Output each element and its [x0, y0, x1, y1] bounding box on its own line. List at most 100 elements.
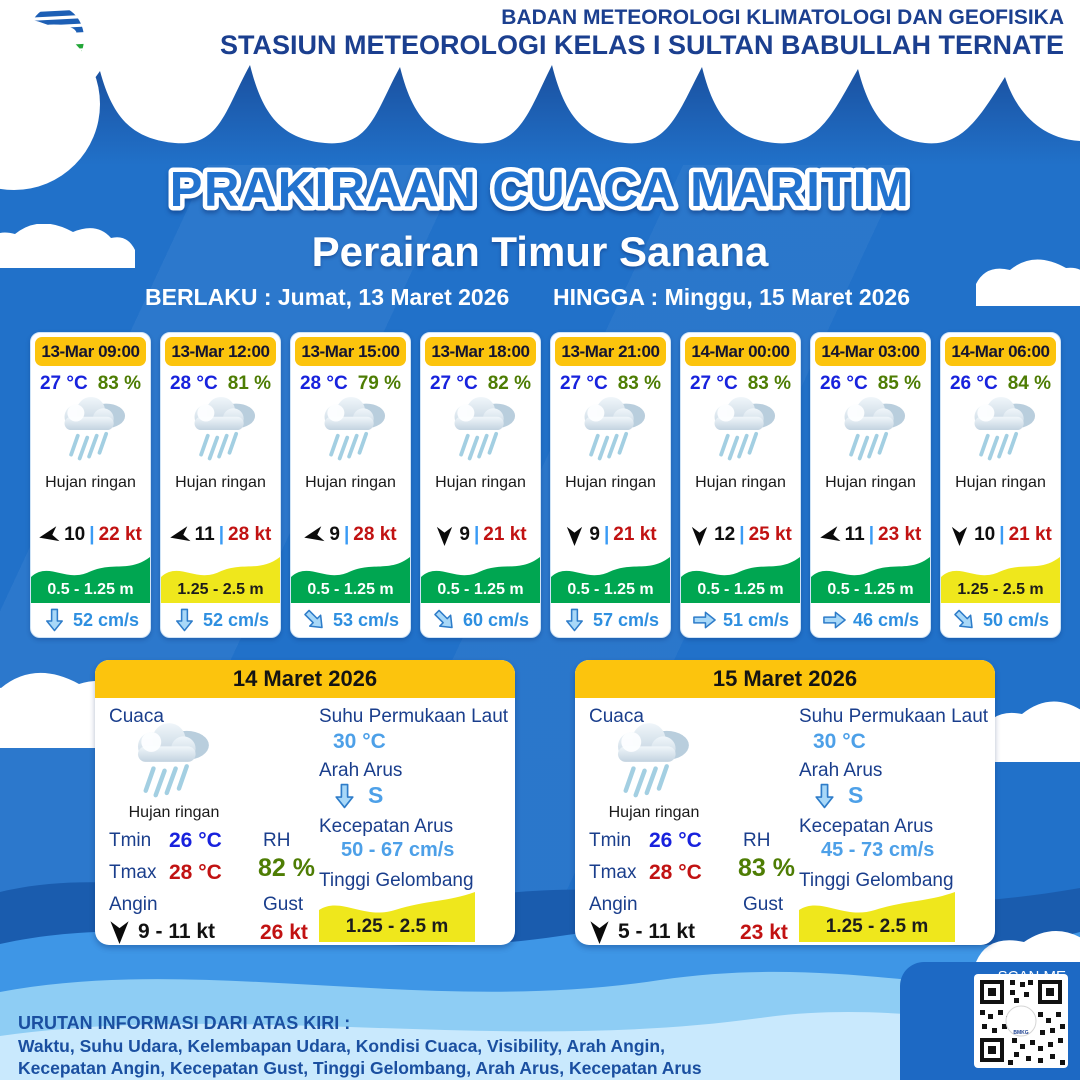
- current-row: 60 cm/s: [432, 603, 529, 637]
- rh-label: RH: [263, 830, 291, 851]
- wave-height-band: 0.5 - 1.25 m: [291, 551, 410, 603]
- hourly-forecast-card: 14-Mar 03:00 26 °C 85 %: [810, 332, 931, 638]
- daily-forecast-card: 14 Maret 2026 Cuaca: [95, 660, 515, 945]
- wave-shape: [811, 557, 930, 603]
- wind-direction-icon: [689, 525, 710, 546]
- cloud-icon: [0, 224, 135, 268]
- wind-row: 10 | 21 kt: [949, 524, 1052, 546]
- cuaca-label: Cuaca: [109, 706, 164, 727]
- rain-cloud-icon: [53, 396, 129, 471]
- wind-direction-icon: [37, 523, 62, 548]
- wave-height-range: 0.5 - 1.25 m: [567, 581, 654, 598]
- arah-arus-row: S: [331, 782, 383, 809]
- tmax-value: 28 °C: [649, 861, 702, 884]
- weather-condition: Hujan ringan: [128, 804, 220, 821]
- temp-humidity-row: 27 °C 83 %: [560, 373, 661, 395]
- current-direction-icon: [334, 782, 356, 809]
- wave-height-range: 1.25 - 2.5 m: [957, 581, 1044, 598]
- wave-shape: [291, 557, 410, 603]
- temp-humidity-row: 27 °C 83 %: [40, 373, 141, 395]
- wind-speed: 12: [714, 524, 736, 545]
- weather-condition: Hujan ringan: [305, 474, 396, 491]
- rain-cloud-icon: [833, 396, 909, 471]
- wave-height-band: 0.5 - 1.25 m: [31, 551, 150, 603]
- wind-range-row: 5 - 11 kt: [587, 919, 695, 944]
- wind-direction-icon: [587, 919, 612, 944]
- wind-speed: 10: [64, 524, 86, 545]
- relative-humidity: 79 %: [357, 373, 402, 394]
- rain-cloud-icon: [313, 396, 389, 471]
- hourly-forecast-card: 14-Mar 06:00 26 °C 84 %: [940, 332, 1061, 638]
- current-speed: 53 cm/s: [332, 609, 400, 630]
- tmax-label: Tmax: [589, 862, 637, 883]
- wind-direction-icon: [168, 523, 193, 548]
- temp-humidity-row: 28 °C 81 %: [170, 373, 271, 395]
- current-row: 51 cm/s: [692, 603, 789, 637]
- current-speed: 52 cm/s: [202, 609, 270, 630]
- tmin-value: 26 °C: [169, 829, 222, 852]
- temp-humidity-row: 26 °C 84 %: [950, 373, 1051, 395]
- gelombang-wave-shape: 1.25 - 2.5 m: [319, 888, 475, 942]
- wind-speed: 9: [459, 524, 470, 545]
- relative-humidity: 83 %: [617, 373, 662, 394]
- hingga-text: HINGGA : Minggu, 15 Maret 2026: [553, 284, 910, 311]
- weather-condition: Hujan ringan: [825, 474, 916, 491]
- relative-humidity: 82 %: [487, 373, 532, 394]
- forecast-time-header: 13-Mar 09:00: [35, 337, 146, 366]
- hingga-label: HINGGA :: [553, 284, 659, 310]
- forecast-time-header: 14-Mar 03:00: [815, 337, 926, 366]
- wind-direction-icon: [818, 523, 843, 548]
- kecepatan-arus-value: 50 - 67 cm/s: [341, 839, 455, 861]
- wind-separator: |: [603, 524, 610, 545]
- wind-range-row: 9 - 11 kt: [107, 919, 215, 944]
- air-temperature: 26 °C: [949, 373, 998, 394]
- wind-row: 9 | 21 kt: [434, 524, 527, 546]
- wind-speed: 9: [329, 524, 340, 545]
- gelombang-label: Tinggi Gelombang: [319, 870, 474, 891]
- arah-arus-label: Arah Arus: [799, 760, 883, 781]
- berlaku-value: Jumat, 13 Maret 2026: [277, 284, 510, 310]
- wind-gust: 21 kt: [1008, 524, 1052, 545]
- daily-card-body: Cuaca Hujan ringan: [95, 698, 515, 945]
- main-title-text: PRAKIRAAN CUACA MARITIM: [170, 163, 910, 217]
- tmin-label: Tmin: [109, 830, 152, 851]
- gelombang-value: 1.25 - 2.5 m: [345, 916, 449, 937]
- air-temperature: 27 °C: [429, 373, 478, 394]
- relative-humidity: 83 %: [97, 373, 142, 394]
- sst-value: 30 °C: [813, 730, 866, 753]
- angin-label: Angin: [589, 894, 638, 915]
- hourly-forecast-card: 13-Mar 15:00 28 °C 79 %: [290, 332, 411, 638]
- current-row: 52 cm/s: [172, 603, 269, 637]
- rh-value: 83 %: [738, 854, 795, 882]
- rh-value: 82 %: [258, 854, 315, 882]
- arah-arus-label: Arah Arus: [319, 760, 403, 781]
- current-direction-icon: [814, 782, 836, 809]
- wind-separator: |: [868, 524, 875, 545]
- forecast-time-header: 14-Mar 00:00: [685, 337, 796, 366]
- air-temperature: 27 °C: [39, 373, 88, 394]
- region-subtitle: Perairan Timur Sanana: [311, 228, 769, 275]
- weather-condition: Hujan ringan: [955, 474, 1046, 491]
- wave-shape: [421, 557, 540, 603]
- wave-height-band: 1.25 - 2.5 m: [941, 551, 1060, 603]
- current-speed: 50 cm/s: [982, 609, 1050, 630]
- wave-height-range: 0.5 - 1.25 m: [827, 581, 914, 598]
- main-title: PRAKIRAAN CUACA MARITIM: [165, 159, 913, 222]
- temp-humidity-row: 27 °C 83 %: [690, 373, 791, 395]
- current-row: 46 cm/s: [822, 603, 919, 637]
- current-direction-icon: [822, 610, 847, 630]
- organization-header: BADAN METEOROLOGI KLIMATOLOGI DAN GEOFIS…: [220, 6, 1064, 61]
- footer-line3: Kecepatan Angin, Kecepatan Gust, Tinggi …: [18, 1058, 702, 1079]
- hourly-forecast-card: 13-Mar 18:00 27 °C 82 %: [420, 332, 541, 638]
- wind-row: 10 | 22 kt: [39, 524, 142, 546]
- temp-humidity-row: 26 °C 85 %: [820, 373, 921, 395]
- current-speed: 52 cm/s: [72, 609, 140, 630]
- wind-direction-icon: [564, 525, 585, 546]
- sst-value: 30 °C: [333, 730, 386, 753]
- kecepatan-arus-label: Kecepatan Arus: [799, 816, 934, 837]
- wave-height-band: 0.5 - 1.25 m: [421, 551, 540, 603]
- rain-cloud-icon: [703, 396, 779, 471]
- footer-line1: URUTAN INFORMASI DARI ATAS KIRI :: [18, 1013, 351, 1033]
- relative-humidity: 83 %: [747, 373, 792, 394]
- relative-humidity: 84 %: [1007, 373, 1052, 394]
